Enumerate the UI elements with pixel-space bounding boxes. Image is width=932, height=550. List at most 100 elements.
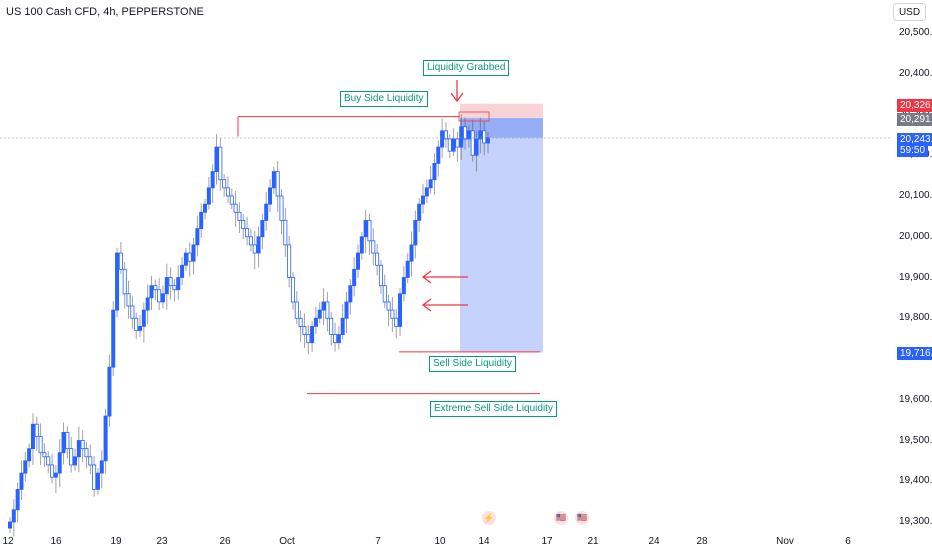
candle-body	[428, 179, 433, 189]
candle-body	[245, 228, 250, 238]
candle-body	[390, 309, 395, 319]
candle-body	[23, 460, 28, 474]
candle-body	[310, 325, 315, 344]
candle-body	[474, 138, 479, 156]
candle-body	[432, 162, 437, 181]
price-tick-label: 20,400.0	[899, 67, 932, 79]
time-tick-label: 19	[110, 536, 122, 547]
time-tick-label: 17	[541, 536, 553, 547]
price-tick-label: 20,500.0	[899, 27, 932, 38]
candle-body	[134, 317, 139, 331]
candle-body	[463, 126, 468, 140]
candle-body	[191, 244, 196, 262]
candle-body	[275, 171, 280, 197]
time-tick-label: 6	[845, 536, 851, 547]
candle-body	[367, 220, 372, 242]
candle-body	[149, 285, 154, 299]
time-tick-label: 10	[434, 536, 446, 547]
candle-body	[440, 130, 445, 148]
candle-body	[53, 472, 58, 478]
buy-side-liquidity-label[interactable]: Buy Side Liquidity	[340, 91, 428, 107]
candle-body	[409, 244, 414, 262]
candle-body	[382, 285, 387, 303]
take-profit-zone[interactable]	[460, 118, 543, 353]
candle-body	[95, 472, 100, 490]
candle-body	[447, 138, 452, 152]
time-tick-label: 28	[696, 536, 708, 547]
candle-body	[7, 521, 12, 529]
entry-price-label: 20,291.1	[897, 113, 932, 126]
candle-body	[313, 317, 318, 327]
candle-body	[168, 277, 173, 287]
candle-body	[459, 126, 464, 148]
candle-body	[420, 195, 425, 205]
us-flag-event-icon[interactable]: 🇺🇸	[554, 511, 568, 525]
candle-body	[199, 211, 204, 230]
candle-body	[210, 171, 215, 189]
candle-body	[11, 509, 16, 523]
candle-body	[336, 334, 341, 344]
extreme-sell-side-liquidity-label[interactable]: Extreme Sell Side Liquidity	[430, 401, 557, 417]
candle-body	[157, 289, 162, 303]
candle-body	[233, 203, 238, 213]
candle-body	[290, 277, 295, 303]
stop-loss-zone[interactable]	[460, 103, 543, 119]
candle-body	[187, 252, 192, 262]
candle-body	[359, 236, 364, 254]
arrow-head	[421, 298, 432, 312]
candle-body	[176, 277, 181, 291]
candle-body	[30, 423, 35, 450]
candle-body	[27, 448, 32, 462]
candles	[7, 114, 490, 537]
candle-body	[222, 179, 227, 189]
candle-body	[455, 138, 460, 148]
candle-body	[76, 440, 81, 458]
candle-body	[80, 440, 85, 450]
price-tick-label: 19,300.0	[899, 516, 932, 527]
candle-body	[19, 472, 24, 490]
target-price-label: 19,716.0	[897, 347, 932, 360]
stop-price-label: 20,326.4	[897, 99, 932, 112]
sell-side-liquidity-label[interactable]: Sell Side Liquidity	[429, 356, 516, 372]
price-tick-label: 20,000.0	[899, 230, 932, 242]
candle-body	[111, 309, 116, 368]
candle-body	[61, 431, 66, 454]
candle-body	[398, 293, 403, 327]
candle-body	[88, 456, 93, 466]
candle-body	[333, 334, 338, 344]
candle-body	[260, 220, 265, 238]
candle-body	[122, 268, 127, 295]
candle-body	[375, 252, 380, 266]
earnings-event-icon[interactable]: ⚡	[482, 511, 496, 525]
time-tick-label: 14	[478, 536, 490, 547]
symbol-title[interactable]: US 100 Cash CFD, 4h, PEPPERSTONE	[6, 6, 204, 18]
countdown-label: 59:50	[897, 144, 929, 157]
candle-body	[401, 277, 406, 295]
candle-body	[92, 464, 97, 490]
candle-body	[73, 456, 78, 466]
candle-body	[99, 460, 104, 474]
candle-body	[287, 244, 292, 278]
candle-body	[225, 187, 230, 197]
candle-body	[46, 456, 51, 466]
candle-body	[298, 317, 303, 327]
candle-body	[363, 220, 368, 238]
candle-body	[172, 285, 177, 291]
candle-body	[294, 301, 299, 319]
liquidity-grabbed-label[interactable]: Liquidity Grabbed	[423, 60, 510, 76]
candle-body	[424, 187, 429, 197]
time-tick-label: 16	[50, 536, 62, 547]
candle-body	[252, 244, 257, 254]
candle-body	[195, 228, 200, 246]
candle-body	[183, 252, 188, 266]
us-flag-event-icon[interactable]: 🇺🇸	[575, 511, 589, 525]
candle-body	[237, 211, 242, 221]
currency-button[interactable]: USD	[893, 3, 926, 21]
candle-body	[268, 187, 273, 205]
candle-body	[65, 431, 70, 450]
time-tick-label: 26	[219, 536, 231, 547]
candle-body	[126, 293, 131, 307]
grab-box	[458, 111, 490, 122]
candle-body	[386, 301, 391, 311]
